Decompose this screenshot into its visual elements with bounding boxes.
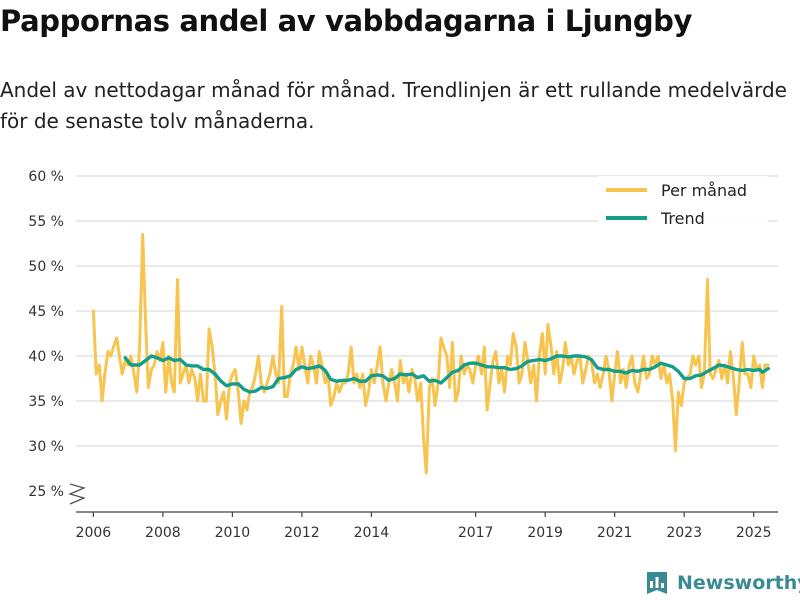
legend-label-monthly: Per månad — [661, 181, 747, 200]
y-tick-label: 55 % — [28, 214, 64, 230]
y-tick-label: 45 % — [28, 304, 64, 320]
x-tick-label: 2012 — [284, 525, 320, 541]
monthly-series-line — [91, 233, 770, 475]
legend-background — [598, 176, 768, 234]
y-tick-label: 30 % — [28, 439, 64, 455]
x-tick-label: 2021 — [597, 525, 633, 541]
x-tick-label: 2025 — [736, 525, 772, 541]
legend-label-trend: Trend — [660, 209, 705, 228]
chart-title: Pappornas andel av vabbdagarna i Ljungby — [0, 4, 693, 38]
chart-legend: Per månad Trend — [598, 176, 768, 234]
x-tick-label: 2019 — [527, 525, 563, 541]
y-tick-label: 50 % — [28, 259, 64, 275]
y-tick-label: 40 % — [28, 349, 64, 365]
brand-logo: Newsworthy — [645, 568, 800, 598]
line-chart: 25 % 30 % 35 % 40 % 45 % 50 % 55 % 60 % 2006 2008… — [28, 169, 778, 541]
x-tick-label: 2010 — [215, 525, 251, 541]
x-tick-label: 2017 — [458, 525, 494, 541]
newsworthy-logo-icon — [647, 572, 667, 594]
chart-subtitle: Andel av nettodagar månad för månad. Tre… — [0, 78, 787, 133]
y-tick-label: 35 % — [28, 394, 64, 410]
x-tick-label: 2006 — [76, 525, 112, 541]
y-tick-label: 60 % — [28, 169, 64, 185]
x-tick-label: 2008 — [145, 525, 181, 541]
trend-series-line — [123, 354, 770, 394]
axis-break-icon — [68, 483, 86, 505]
x-tick-label: 2023 — [666, 525, 702, 541]
x-tick-label: 2014 — [354, 525, 390, 541]
y-tick-label: 25 % — [28, 484, 64, 500]
brand-name: Newsworthy — [677, 572, 800, 594]
